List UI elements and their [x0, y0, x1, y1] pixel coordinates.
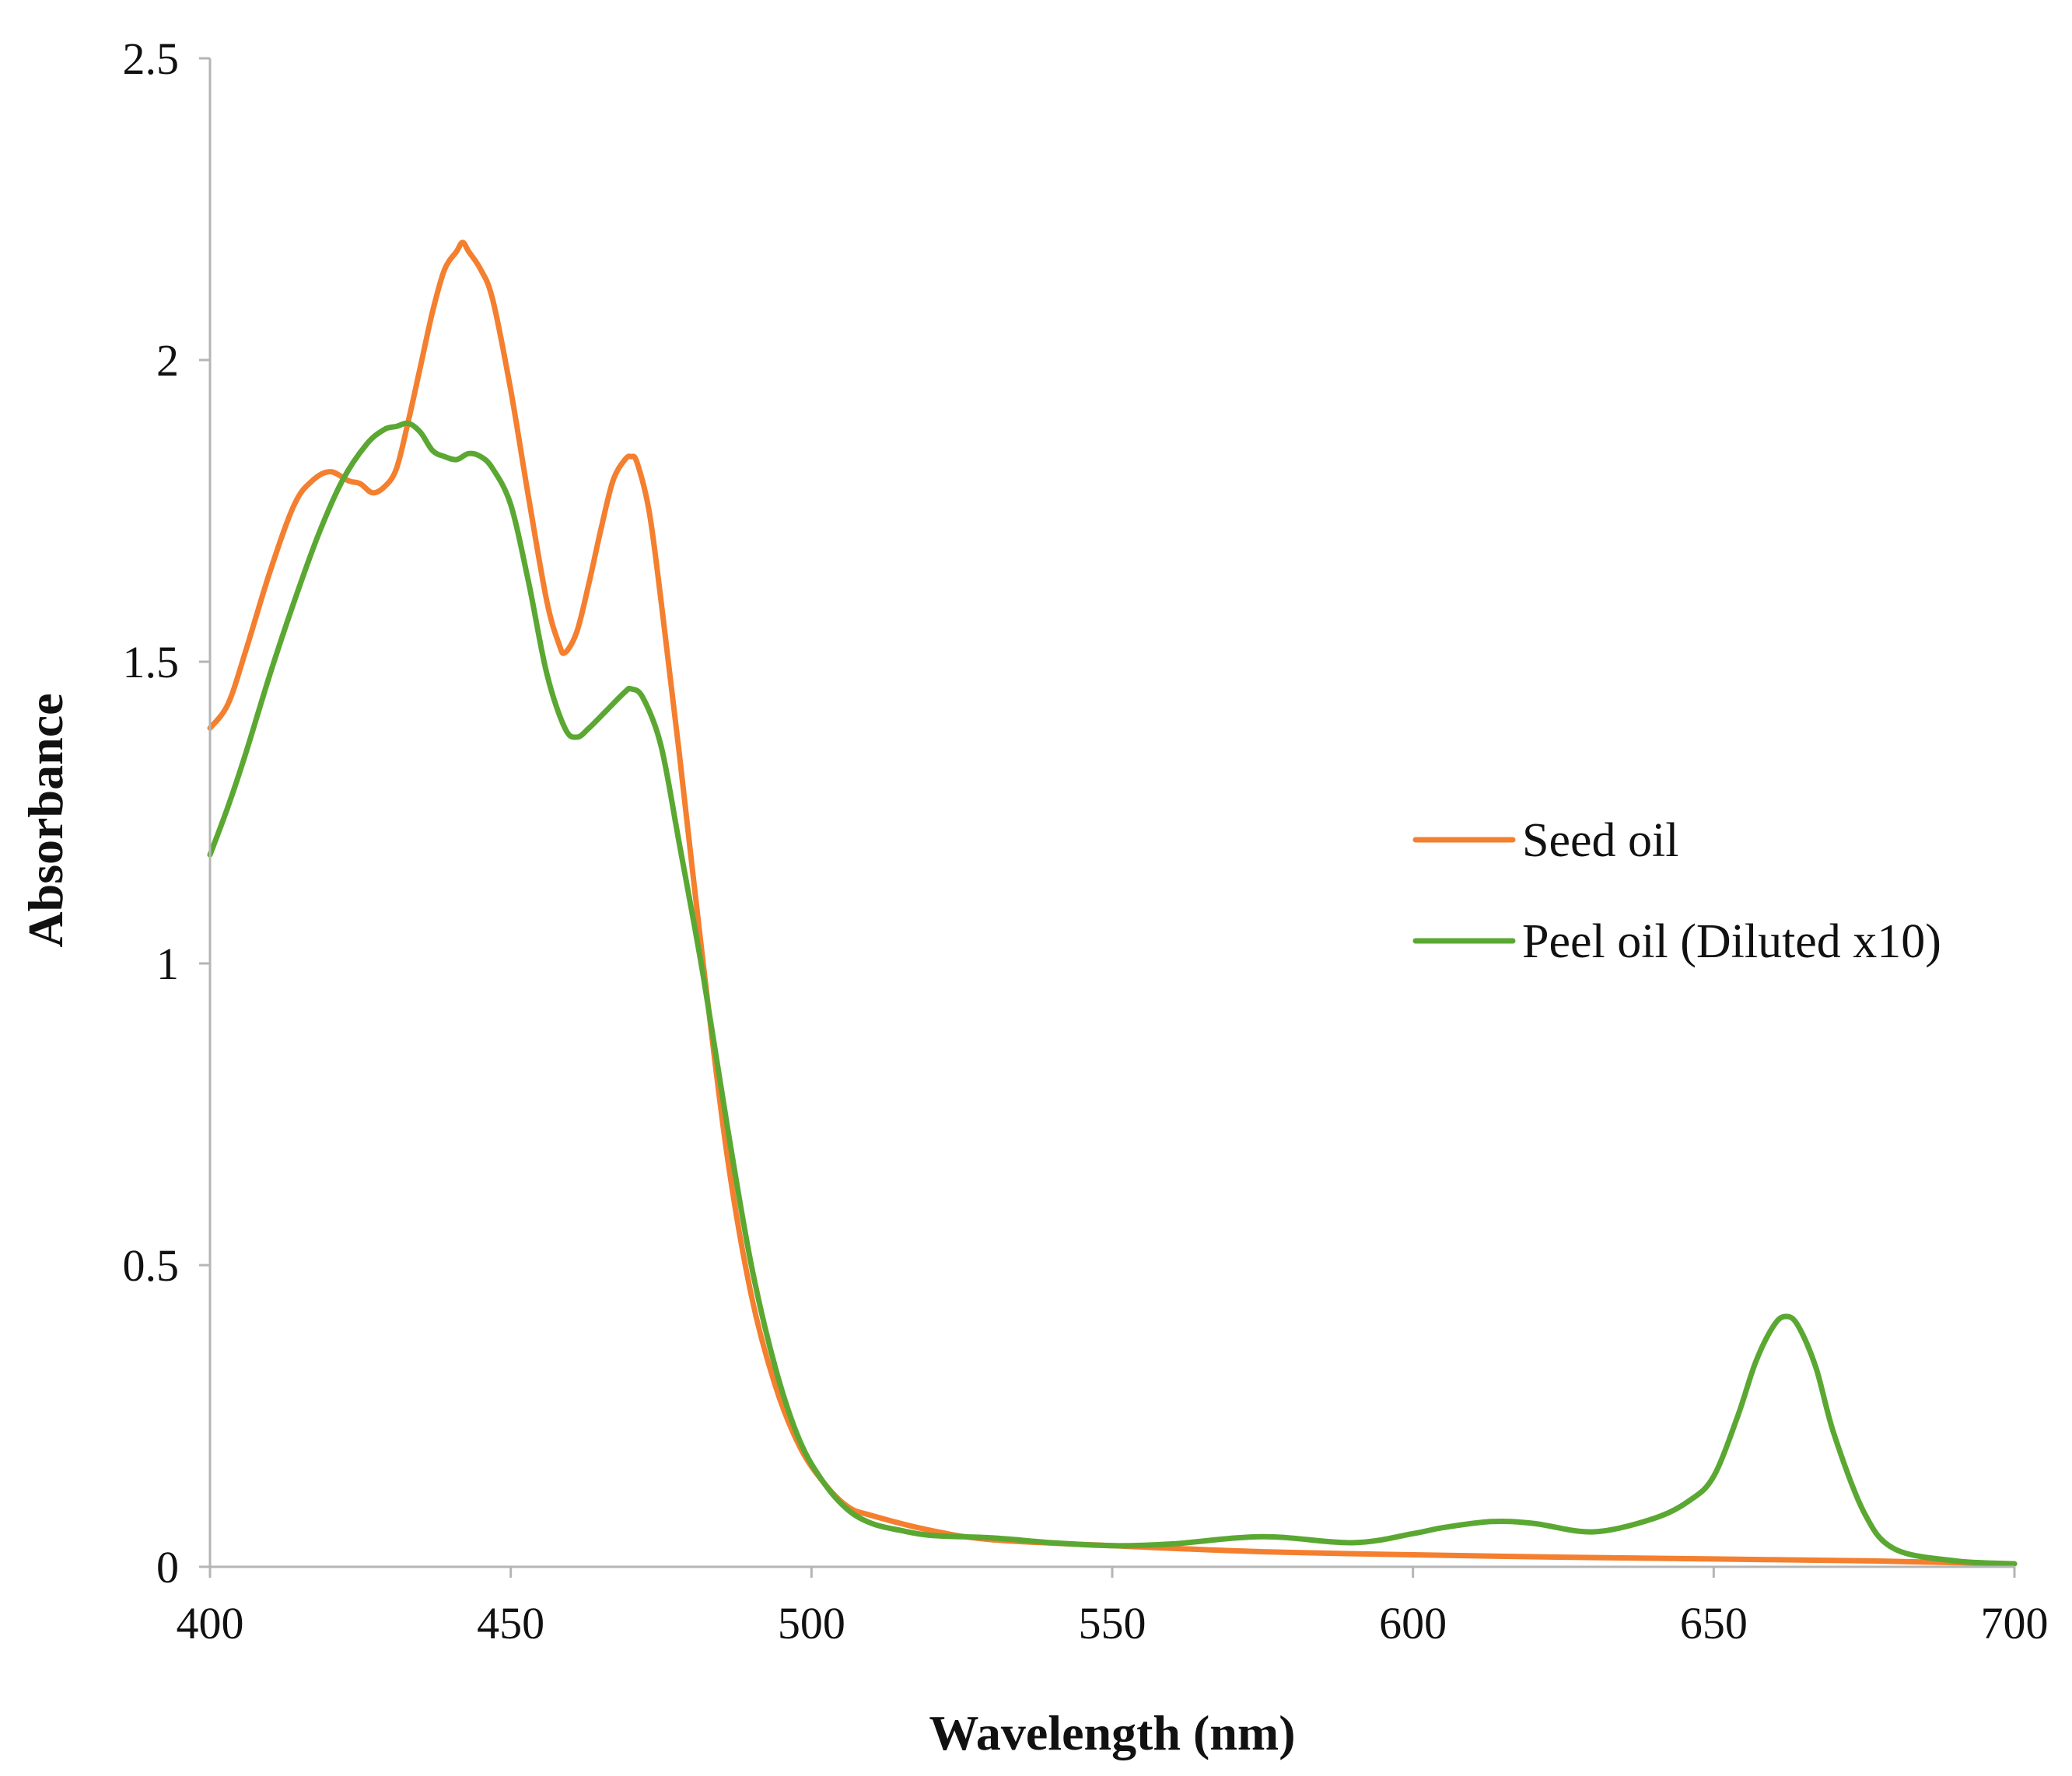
x-tick-label: 450 [477, 1598, 544, 1648]
series-line-seed-oil [207, 239, 2018, 1567]
y-tick-label: 0 [156, 1542, 179, 1592]
legend-label: Seed oil [1522, 814, 1678, 867]
y-tick-label: 0.5 [123, 1240, 180, 1291]
x-tick-label: 400 [177, 1598, 244, 1648]
axes [208, 58, 2014, 1568]
y-ticks: 0 0.5 1 1.5 2 2.5 [123, 33, 210, 1592]
x-tick-label: 650 [1680, 1598, 1748, 1648]
plot-area [207, 239, 2018, 1567]
x-tick-label: 550 [1079, 1598, 1146, 1648]
y-tick-label: 2 [156, 335, 179, 386]
x-ticks: 400 450 500 550 600 650 700 [177, 1567, 2049, 1648]
legend: Seed oil Peel oil (Diluted x10) [1412, 814, 1941, 968]
series-line-peel-oil [207, 420, 2018, 1567]
y-tick-label: 1 [156, 939, 179, 989]
x-tick-label: 500 [778, 1598, 845, 1648]
x-tick-label: 700 [1981, 1598, 2049, 1648]
y-axis-title: Absorbance [18, 693, 73, 947]
y-tick-label: 1.5 [123, 637, 180, 687]
legend-label: Peel oil (Diluted x10) [1522, 915, 1941, 968]
x-axis-title: Wavelength (nm) [929, 1705, 1295, 1760]
y-tick-label: 2.5 [123, 33, 180, 84]
x-tick-label: 600 [1379, 1598, 1447, 1648]
